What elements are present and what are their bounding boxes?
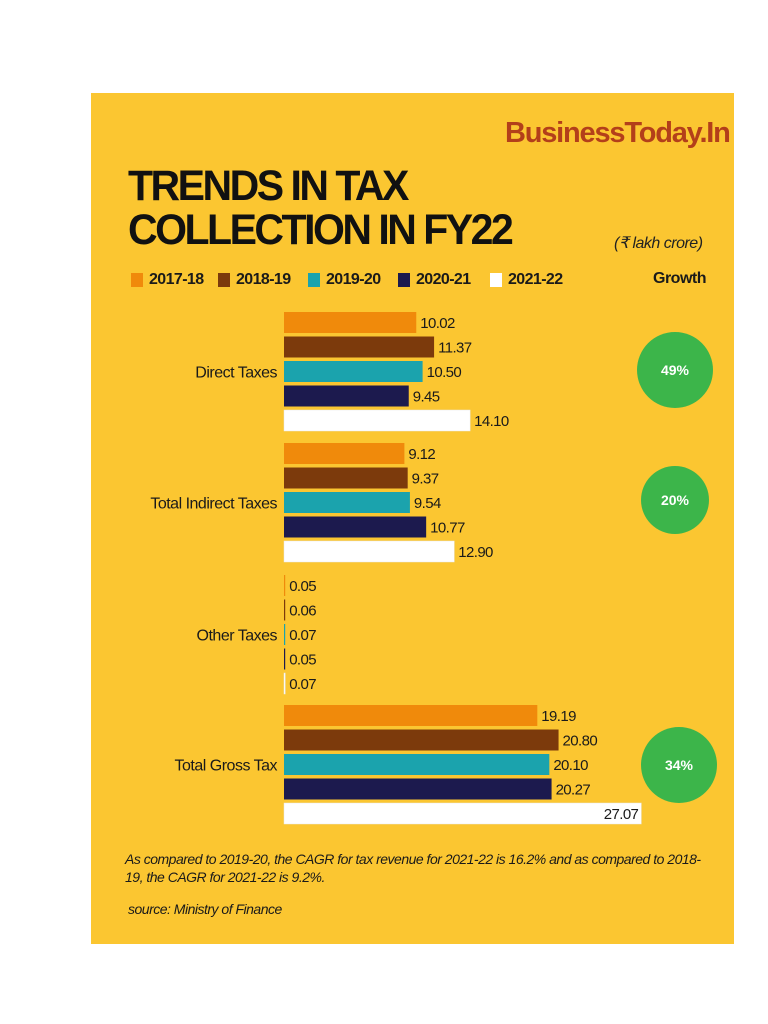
bar-other-taxes-2017-18	[284, 575, 286, 596]
growth-circle-direct-taxes	[637, 332, 713, 408]
value-label-total-indirect-taxes-2018-19: 9.37	[412, 471, 439, 488]
value-label-direct-taxes-2021-22: 14.10	[474, 413, 509, 430]
bar-direct-taxes-2019-20	[284, 361, 423, 382]
value-label-direct-taxes-2019-20: 10.50	[427, 364, 462, 381]
legend-item-2019-20: 2019-20	[308, 270, 381, 290]
legend-swatch-2019-20	[308, 273, 320, 287]
value-label-total-gross-tax-2019-20: 20.10	[553, 757, 588, 774]
value-label-total-indirect-taxes-2021-22: 12.90	[458, 544, 493, 561]
bar-total-indirect-taxes-2020-21	[284, 516, 427, 538]
legend: 2017-18 2018-19 2019-20 2020-21 2021-22	[0, 270, 768, 290]
legend-swatch-2017-18	[131, 273, 143, 287]
bar-total-indirect-taxes-2019-20	[284, 492, 410, 513]
bar-other-taxes-2020-21	[284, 648, 286, 670]
category-label-total-gross-tax: Total Gross Tax	[175, 758, 278, 775]
legend-item-2021-22: 2021-22	[490, 270, 563, 290]
growth-circle-total-indirect-taxes	[641, 466, 709, 534]
unit-label: (₹ lakh crore)	[614, 235, 703, 252]
bar-total-gross-tax-2021-22	[283, 802, 642, 825]
legend-label-2021-22: 2021-22	[508, 271, 563, 288]
value-label-other-taxes-2021-22: 0.07	[289, 676, 316, 693]
title-line-1: TRENDS IN TAX	[128, 160, 409, 210]
value-label-total-indirect-taxes-2017-18: 9.12	[408, 446, 435, 463]
value-label-other-taxes-2018-19: 0.06	[289, 603, 316, 620]
legend-swatch-2018-19	[218, 273, 230, 287]
brand-logo: BusinessToday.In	[505, 117, 731, 149]
value-label-direct-taxes-2017-18: 10.02	[420, 315, 455, 332]
bar-direct-taxes-2017-18	[284, 312, 417, 333]
value-label-other-taxes-2020-21: 0.05	[289, 652, 316, 669]
growth-value-direct-taxes: 49%	[661, 362, 690, 378]
growth-header: Growth	[653, 270, 707, 287]
value-label-direct-taxes-2020-21: 9.45	[413, 389, 440, 406]
growth-value-total-indirect-taxes: 20%	[661, 492, 690, 508]
legend-label-2018-19: 2018-19	[236, 271, 291, 288]
value-label-total-gross-tax-2017-18: 19.19	[541, 708, 576, 725]
bar-direct-taxes-2021-22	[283, 409, 471, 432]
legend-item-2018-19: 2018-19	[218, 270, 291, 290]
value-label-other-taxes-2019-20: 0.07	[289, 627, 316, 644]
growth-circle-total-gross-tax	[641, 727, 717, 803]
legend-item-2020-21: 2020-21	[398, 270, 471, 290]
chart-title: TRENDS IN TAX COLLECTION IN FY22	[128, 160, 514, 254]
value-label-total-indirect-taxes-2019-20: 9.54	[414, 495, 441, 512]
bar-total-indirect-taxes-2018-19	[284, 467, 408, 489]
value-label-direct-taxes-2018-19: 11.37	[438, 340, 472, 357]
legend-item-2017-18: 2017-18	[131, 270, 204, 290]
bar-total-indirect-taxes-2021-22	[283, 540, 455, 563]
bar-other-taxes-2019-20	[284, 624, 286, 645]
bar-other-taxes-2021-22	[283, 672, 286, 695]
bar-total-gross-tax-2020-21	[284, 778, 552, 800]
value-label-total-gross-tax-2021-22: 27.07	[604, 806, 639, 823]
legend-swatch-2020-21	[398, 273, 410, 287]
bar-total-gross-tax-2019-20	[284, 754, 550, 775]
bar-direct-taxes-2020-21	[284, 385, 409, 407]
category-label-direct-taxes: Direct Taxes	[195, 365, 277, 382]
value-label-total-gross-tax-2018-19: 20.80	[563, 733, 598, 750]
legend-swatch-2021-22	[490, 273, 502, 287]
bar-direct-taxes-2018-19	[284, 336, 435, 358]
bar-total-gross-tax-2018-19	[284, 729, 559, 751]
bar-total-gross-tax-2017-18	[284, 705, 538, 726]
cagr-note: As compared to 2019-20, the CAGR for tax…	[125, 851, 701, 885]
bar-other-taxes-2018-19	[284, 599, 286, 621]
source-credit: source: Ministry of Finance	[128, 901, 282, 917]
legend-label-2020-21: 2020-21	[416, 271, 471, 288]
legend-label-2019-20: 2019-20	[326, 271, 381, 288]
value-label-total-gross-tax-2020-21: 20.27	[556, 782, 591, 799]
category-label-total-indirect-taxes: Total Indirect Taxes	[150, 496, 277, 513]
value-label-other-taxes-2017-18: 0.05	[289, 578, 316, 595]
title-line-2: COLLECTION IN FY22	[128, 205, 514, 254]
legend-label-2017-18: 2017-18	[149, 271, 204, 288]
category-label-other-taxes: Other Taxes	[197, 628, 278, 645]
value-label-total-indirect-taxes-2020-21: 10.77	[430, 520, 465, 537]
growth-value-total-gross-tax: 34%	[665, 757, 694, 773]
bar-total-indirect-taxes-2017-18	[284, 443, 405, 464]
